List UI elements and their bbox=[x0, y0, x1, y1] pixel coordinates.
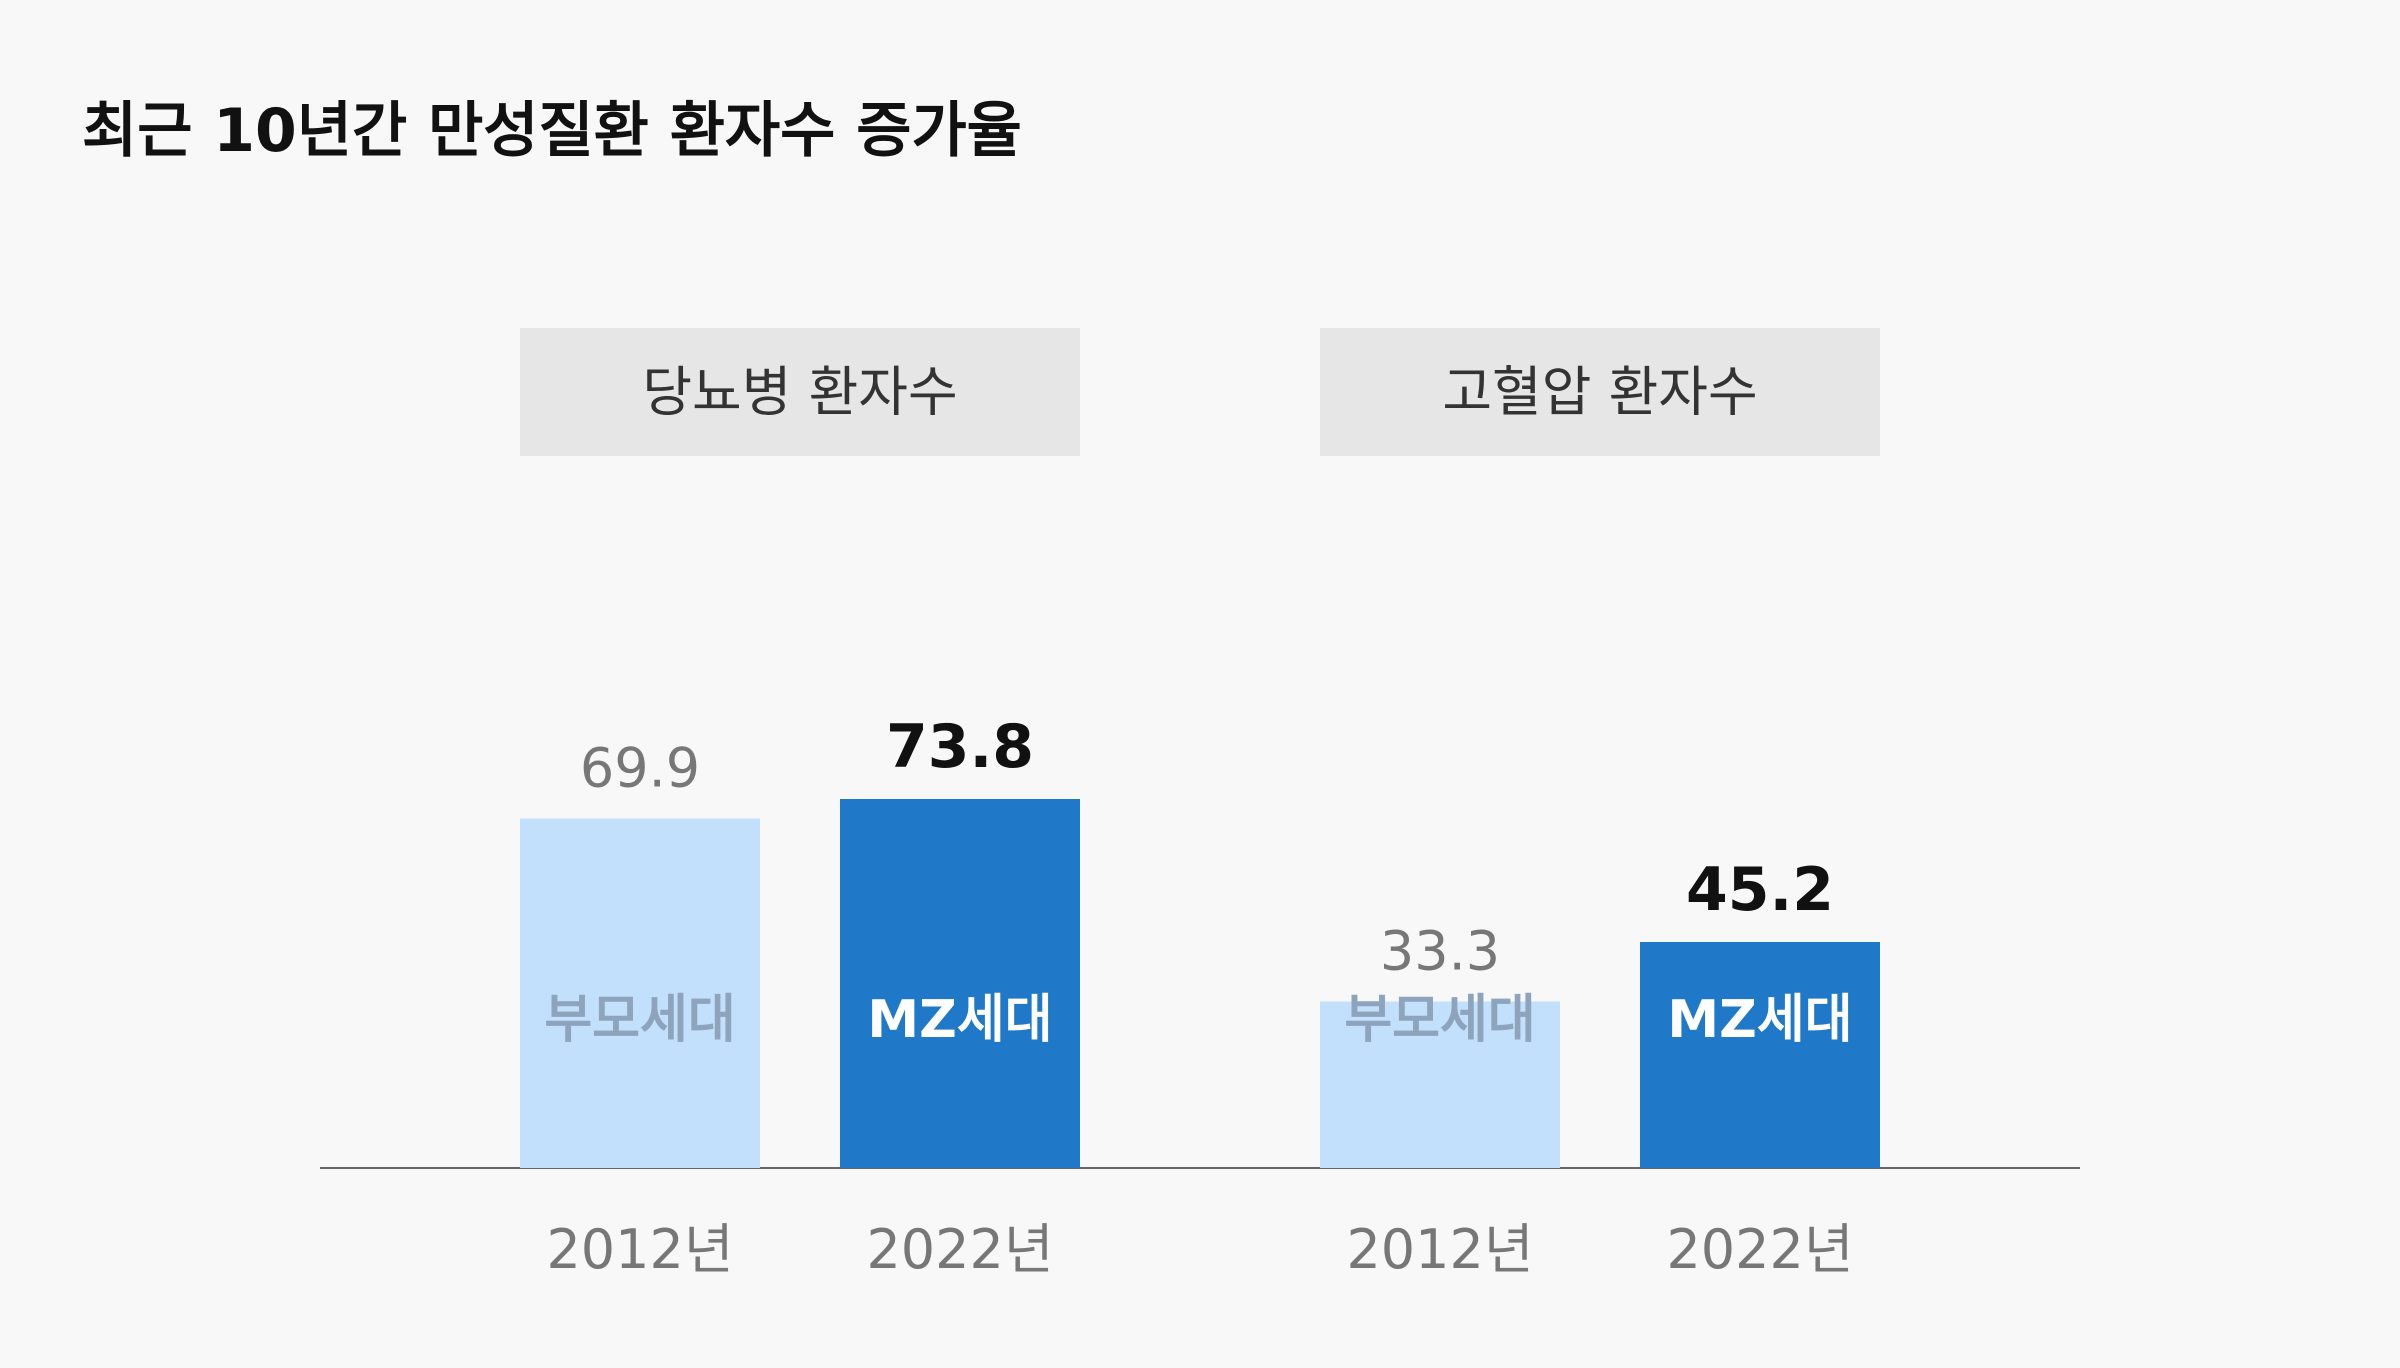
bar-parent bbox=[1320, 1001, 1560, 1168]
group-header-label: 고혈압 환자수 bbox=[1442, 361, 1757, 424]
bar-value-label: 73.8 bbox=[886, 712, 1034, 782]
bar-value-label: 69.9 bbox=[580, 737, 700, 800]
bar-value-label: 33.3 bbox=[1380, 920, 1500, 983]
x-tick-label: 2022년 bbox=[866, 1218, 1053, 1281]
bar-series-label: MZ세대 bbox=[1667, 990, 1852, 1050]
chart-title: 최근 10년간 만성질환 환자수 증가율 bbox=[82, 96, 1022, 166]
bar-series-label: MZ세대 bbox=[867, 990, 1052, 1050]
x-tick-label: 2012년 bbox=[546, 1218, 733, 1281]
group-header-1 bbox=[520, 328, 1080, 456]
x-tick-label: 2022년 bbox=[1666, 1218, 1853, 1281]
group-header-2 bbox=[1320, 328, 1880, 456]
group-header-label: 당뇨병 환자수 bbox=[642, 361, 957, 424]
bar-mz bbox=[840, 799, 1080, 1168]
bar-value-label: 45.2 bbox=[1686, 855, 1834, 925]
bar-series-label: 부모세대 bbox=[544, 990, 735, 1050]
bar-parent bbox=[520, 818, 760, 1168]
bar-series-label: 부모세대 bbox=[1344, 990, 1535, 1050]
bar-mz bbox=[1640, 942, 1880, 1168]
x-tick-label: 2012년 bbox=[1346, 1218, 1533, 1281]
